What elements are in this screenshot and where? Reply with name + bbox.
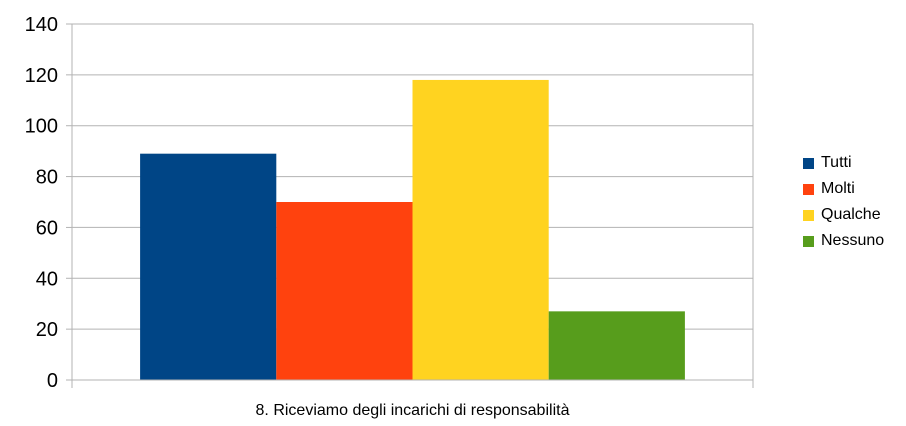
legend-item-nessuno: Nessuno — [803, 228, 884, 254]
legend-label: Nessuno — [821, 232, 885, 249]
bar-molti — [276, 202, 413, 380]
legend-label: Molti — [821, 180, 855, 197]
legend-item-molti: Molti — [803, 176, 884, 202]
legend-item-tutti: Tutti — [803, 150, 884, 176]
legend-label: Tutti — [821, 154, 852, 171]
legend-label: Qualche — [821, 206, 881, 223]
legend: Tutti Molti Qualche Nessuno — [803, 150, 884, 254]
bar-qualche — [412, 79, 549, 380]
bar-tutti — [140, 153, 277, 380]
legend-swatch — [803, 209, 814, 221]
bar-nessuno — [548, 311, 685, 380]
y-tick-label: 0 — [47, 370, 58, 392]
y-tick-label: 140 — [25, 14, 58, 36]
legend-swatch — [803, 235, 814, 247]
y-tick-label: 60 — [36, 217, 58, 239]
y-tick-label: 100 — [25, 116, 58, 138]
x-category-label: 8. Riceviamo degli incarichi di responsa… — [256, 402, 570, 419]
legend-item-qualche: Qualche — [803, 202, 884, 228]
legend-swatch — [803, 183, 814, 195]
y-tick-label: 80 — [36, 167, 58, 189]
legend-swatch — [803, 157, 814, 169]
y-tick-label: 40 — [36, 268, 58, 290]
y-tick-label: 20 — [36, 319, 58, 341]
y-tick-label: 120 — [25, 65, 58, 87]
